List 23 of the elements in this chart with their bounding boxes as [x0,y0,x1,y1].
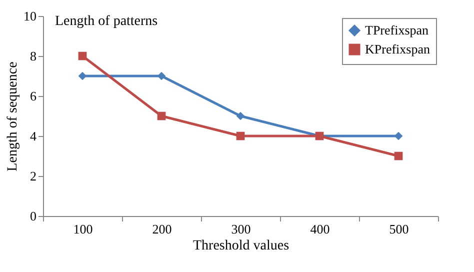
y-tick-label: 8 [30,48,36,64]
x-axis-title: Threshold values [192,238,290,254]
y-tick-label: 10 [24,8,36,24]
y-tick-label: 4 [30,128,37,144]
legend-label: KPrefixspan [365,42,430,56]
legend-label: TPrefixspan [365,22,430,38]
x-tick-label: 500 [389,222,409,236]
x-tick-label: 200 [152,222,172,236]
y-tick-label: 6 [30,88,37,104]
x-tick-label: 300 [231,222,251,236]
x-tick-label: 100 [73,222,93,236]
point [78,52,87,60]
point [394,152,403,160]
y-tick-label: 0 [30,208,36,224]
x-tick-label: 400 [310,222,330,236]
point [394,132,403,140]
y-axis-title: Length of sequence [6,62,20,172]
point [236,112,245,120]
chart-title: Length of patterns [55,14,158,29]
point [157,112,166,120]
y-tick-label: 2 [30,168,36,184]
point [157,72,166,80]
point [236,132,245,140]
